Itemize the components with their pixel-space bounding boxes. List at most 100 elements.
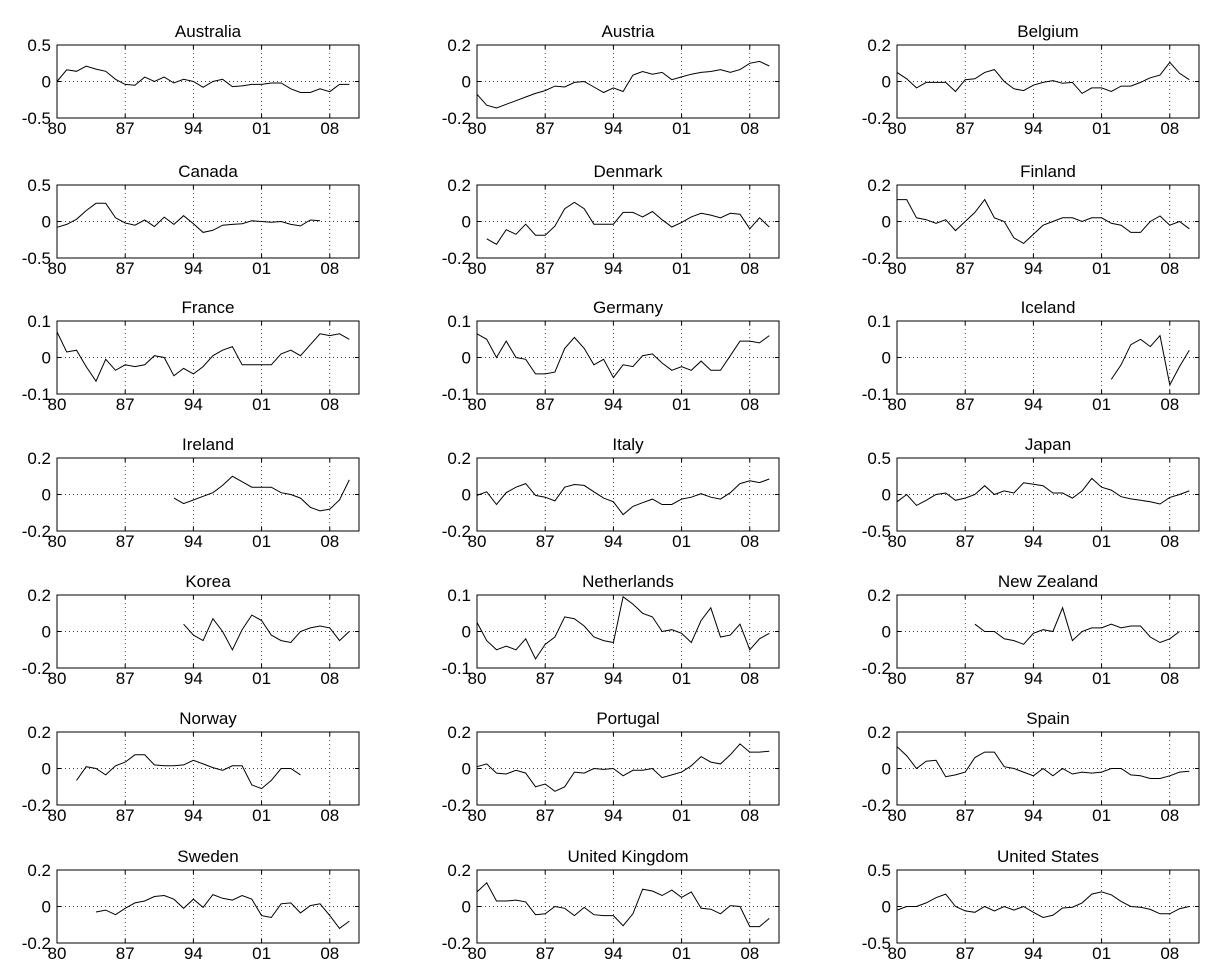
series-line-spain xyxy=(896,746,1190,779)
panel-finland: Finland 80 87 94 01 08 0.2 0 -0.2 xyxy=(862,162,1200,278)
panel-sweden: Sweden 80 87 94 01 08 0.2 0 -0.2 xyxy=(22,847,360,963)
panel-title-norway: Norway xyxy=(179,709,237,728)
y-tick-label: 0 xyxy=(42,349,51,368)
panel-title-australia: Australia xyxy=(175,22,242,41)
x-tick-label: 80 xyxy=(468,395,487,414)
y-tick-label: 0.2 xyxy=(447,176,471,195)
x-tick-label: 08 xyxy=(1160,944,1179,963)
y-tick-label: 0.1 xyxy=(447,312,471,331)
panel-title-belgium: Belgium xyxy=(1017,22,1078,41)
x-tick-label: 01 xyxy=(252,669,271,688)
x-tick-label: 01 xyxy=(252,944,271,963)
y-tick-label: 0.2 xyxy=(867,723,891,742)
panel-norway: Norway 80 87 94 01 08 0.2 0 -0.2 xyxy=(22,709,360,825)
x-tick-label: 80 xyxy=(48,119,67,138)
x-tick-label: 87 xyxy=(116,395,135,414)
x-tick-label: 01 xyxy=(252,806,271,825)
panel-denmark: Denmark 80 87 94 01 08 0.2 0 -0.2 xyxy=(442,162,780,278)
x-tick-label: 01 xyxy=(1092,259,1111,278)
panel-title-denmark: Denmark xyxy=(594,162,663,181)
x-tick-label: 80 xyxy=(468,259,487,278)
y-tick-label: 0.2 xyxy=(27,586,51,605)
y-tick-label: 0 xyxy=(882,213,891,232)
x-tick-label: 01 xyxy=(672,119,691,138)
panel-title-japan: Japan xyxy=(1025,435,1071,454)
y-tick-label: -0.5 xyxy=(22,109,51,128)
panel-germany: Germany 80 87 94 01 08 0.1 0 -0.1 xyxy=(442,298,780,414)
x-tick-label: 94 xyxy=(1024,119,1043,138)
series-line-korea xyxy=(183,614,350,651)
x-tick-label: 08 xyxy=(320,806,339,825)
y-tick-label: 0 xyxy=(462,73,471,92)
x-tick-label: 08 xyxy=(320,395,339,414)
y-tick-label: -0.2 xyxy=(862,796,891,815)
y-tick-label: 0 xyxy=(462,349,471,368)
x-tick-label: 87 xyxy=(116,669,135,688)
series-line-italy xyxy=(476,478,770,516)
panel-title-ireland: Ireland xyxy=(182,435,234,454)
x-tick-label: 08 xyxy=(740,806,759,825)
y-tick-label: 0.1 xyxy=(867,312,891,331)
y-tick-label: 0 xyxy=(42,213,51,232)
x-tick-label: 94 xyxy=(1024,395,1043,414)
series-line-france xyxy=(56,331,350,383)
panel-title-finland: Finland xyxy=(1020,162,1076,181)
x-tick-label: 87 xyxy=(116,119,135,138)
series-line-ireland xyxy=(173,475,350,512)
x-tick-label: 08 xyxy=(740,259,759,278)
series-line-australia xyxy=(56,65,350,93)
y-tick-label: -0.1 xyxy=(442,659,471,678)
x-tick-label: 08 xyxy=(1160,669,1179,688)
y-tick-label: -0.2 xyxy=(442,522,471,541)
y-tick-label: 0.2 xyxy=(867,36,891,55)
panel-belgium: Belgium 80 87 94 01 08 0.2 0 -0.2 xyxy=(862,22,1200,138)
x-tick-label: 08 xyxy=(320,119,339,138)
panel-spain: Spain 80 87 94 01 08 0.2 0 -0.2 xyxy=(862,709,1200,825)
x-tick-label: 01 xyxy=(672,395,691,414)
y-tick-label: 0 xyxy=(42,760,51,779)
series-line-portugal xyxy=(476,743,770,792)
y-tick-label: 0.2 xyxy=(27,861,51,880)
x-tick-label: 94 xyxy=(604,806,623,825)
panel-united-kingdom: United Kingdom 80 87 94 01 08 0.2 0 -0.2 xyxy=(442,847,780,963)
x-tick-label: 08 xyxy=(320,532,339,551)
x-tick-label: 08 xyxy=(740,669,759,688)
panel-title-spain: Spain xyxy=(1026,709,1069,728)
y-tick-label: 0.2 xyxy=(447,861,471,880)
x-tick-label: 80 xyxy=(48,395,67,414)
y-tick-label: -0.2 xyxy=(22,522,51,541)
y-tick-label: 0.2 xyxy=(447,723,471,742)
panel-title-sweden: Sweden xyxy=(177,847,238,866)
x-tick-label: 01 xyxy=(1092,119,1111,138)
panel-title-portugal: Portugal xyxy=(596,709,659,728)
x-tick-label: 08 xyxy=(740,532,759,551)
x-tick-label: 80 xyxy=(468,944,487,963)
x-tick-label: 94 xyxy=(184,806,203,825)
x-tick-label: 01 xyxy=(672,806,691,825)
series-line-finland xyxy=(897,198,1190,245)
y-tick-label: -0.2 xyxy=(442,109,471,128)
x-tick-label: 87 xyxy=(956,259,975,278)
x-tick-label: 94 xyxy=(1024,944,1043,963)
y-tick-label: 0.2 xyxy=(27,723,51,742)
x-tick-label: 87 xyxy=(536,806,555,825)
x-tick-label: 01 xyxy=(672,944,691,963)
panel-france: France 80 87 94 01 08 0.1 0 -0.1 xyxy=(22,298,360,414)
panel-title-united-kingdom: United Kingdom xyxy=(568,847,689,866)
y-tick-label: 0.5 xyxy=(867,449,891,468)
y-tick-label: 0 xyxy=(882,623,891,642)
x-tick-label: 01 xyxy=(252,395,271,414)
panel-united-states: United States 80 87 94 01 08 0.5 0 -0.5 xyxy=(862,847,1200,963)
y-tick-label: -0.1 xyxy=(442,385,471,404)
y-tick-label: -0.2 xyxy=(22,796,51,815)
y-tick-label: -0.2 xyxy=(442,934,471,953)
x-tick-label: 80 xyxy=(48,806,67,825)
y-tick-label: 0 xyxy=(882,760,891,779)
x-tick-label: 87 xyxy=(956,944,975,963)
y-tick-label: 0 xyxy=(42,898,51,917)
y-tick-label: -0.2 xyxy=(22,659,51,678)
y-tick-label: -0.1 xyxy=(862,385,891,404)
x-tick-label: 01 xyxy=(672,532,691,551)
x-tick-label: 01 xyxy=(1092,944,1111,963)
y-tick-label: 0 xyxy=(882,73,891,92)
